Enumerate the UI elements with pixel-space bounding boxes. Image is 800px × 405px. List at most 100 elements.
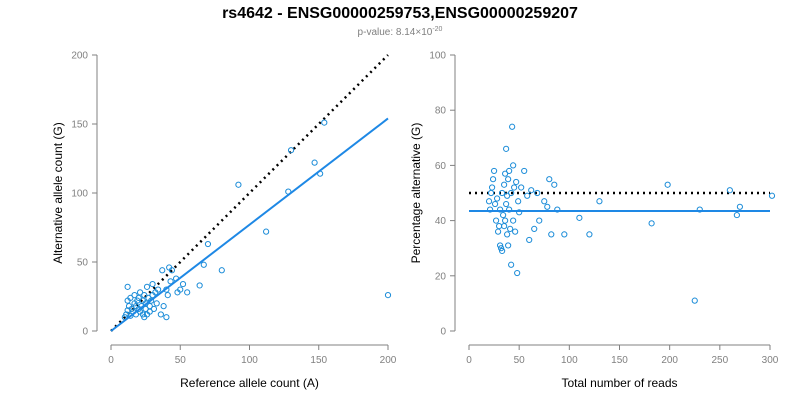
data-point [509,123,516,130]
y-tick-label: 200 [71,51,88,62]
data-point [492,217,500,224]
data-point [496,223,503,230]
data-point [768,192,776,199]
p-value-text: p-value: 8.14×10 [358,27,433,38]
data-point [501,223,508,230]
data-point [505,242,512,249]
data-point [531,225,538,232]
left-fit-line [110,117,389,332]
y-tick-label: 0 [440,327,446,338]
data-point [528,187,535,194]
data-point [500,211,507,219]
data-point [513,178,520,186]
data-point [200,261,207,268]
data-point [696,206,703,213]
x-tick-label: 0 [108,355,114,366]
chart-subtitle: p-value: 8.14×10-20 [358,26,443,38]
data-point [184,289,191,296]
data-point [311,159,318,166]
data-point [518,184,525,191]
x-tick-label: 100 [561,355,578,366]
data-point [153,300,160,307]
data-point [157,311,164,318]
y-tick-label: 100 [71,189,88,200]
data-point [497,206,504,213]
data-point [321,119,328,126]
data-point [490,167,498,175]
x-tick-label: 150 [310,355,327,366]
data-point [179,280,187,288]
x-tick-label: 0 [466,355,472,366]
left-x-axis-label: Reference allele count (A) [180,376,319,390]
data-point [150,305,158,313]
x-tick-label: 150 [611,355,628,366]
y-tick-label: 20 [435,271,447,282]
data-point [515,198,522,205]
y-tick-label: 100 [429,51,446,62]
data-point [507,225,514,232]
data-point [510,217,517,224]
data-point [218,267,225,274]
data-point [287,147,295,154]
data-point [521,167,528,175]
y-tick-label: 80 [435,106,447,117]
y-tick-label: 150 [71,120,88,131]
data-point [502,217,509,224]
data-point [512,228,519,235]
data-point [164,292,171,299]
x-tick-label: 300 [762,355,779,366]
data-point [548,231,555,238]
data-point [124,307,131,314]
data-point [489,176,497,183]
data-point [506,206,513,213]
data-point [534,189,541,197]
y-tick-label: 60 [435,161,447,172]
x-tick-label: 250 [711,355,728,366]
data-point [204,240,212,248]
data-point [516,209,523,216]
y-tick-label: 50 [77,258,89,269]
data-point [504,231,511,238]
data-point [596,198,603,205]
data-point [554,206,561,213]
y-tick-label: 40 [435,216,447,227]
data-point [136,289,144,296]
data-point [167,278,174,285]
data-point [146,303,153,310]
data-point [127,312,134,319]
data-point [502,170,509,177]
data-point [499,189,506,197]
data-point [736,203,744,210]
data-point [498,245,505,252]
data-point [127,294,134,301]
data-point [505,176,512,183]
x-tick-label: 50 [175,355,187,366]
x-tick-label: 200 [380,355,397,366]
data-point [486,206,494,213]
data-point [514,269,521,277]
x-tick-label: 200 [661,355,678,366]
y-tick-label: 0 [82,327,88,338]
data-point [149,280,156,288]
data-point [235,181,242,188]
data-point [503,200,510,208]
data-point [384,292,392,299]
data-point [159,267,166,274]
data-point [501,181,508,188]
data-point [491,200,499,208]
right-scatter-panel: 0 50 100 150 200 250 300 0 20 40 60 80 100 Total numb… [409,51,779,391]
data-point [487,189,495,197]
data-point [541,198,548,205]
data-point [506,167,513,175]
data-point [168,267,176,274]
data-point [485,198,493,205]
data-point [494,228,502,235]
data-point [263,228,270,235]
data-point [733,211,740,219]
p-value-exponent: -20 [432,26,442,33]
data-point [196,282,203,289]
data-point [510,162,517,169]
data-point [524,192,531,199]
data-point [163,314,170,321]
data-point [177,286,184,293]
